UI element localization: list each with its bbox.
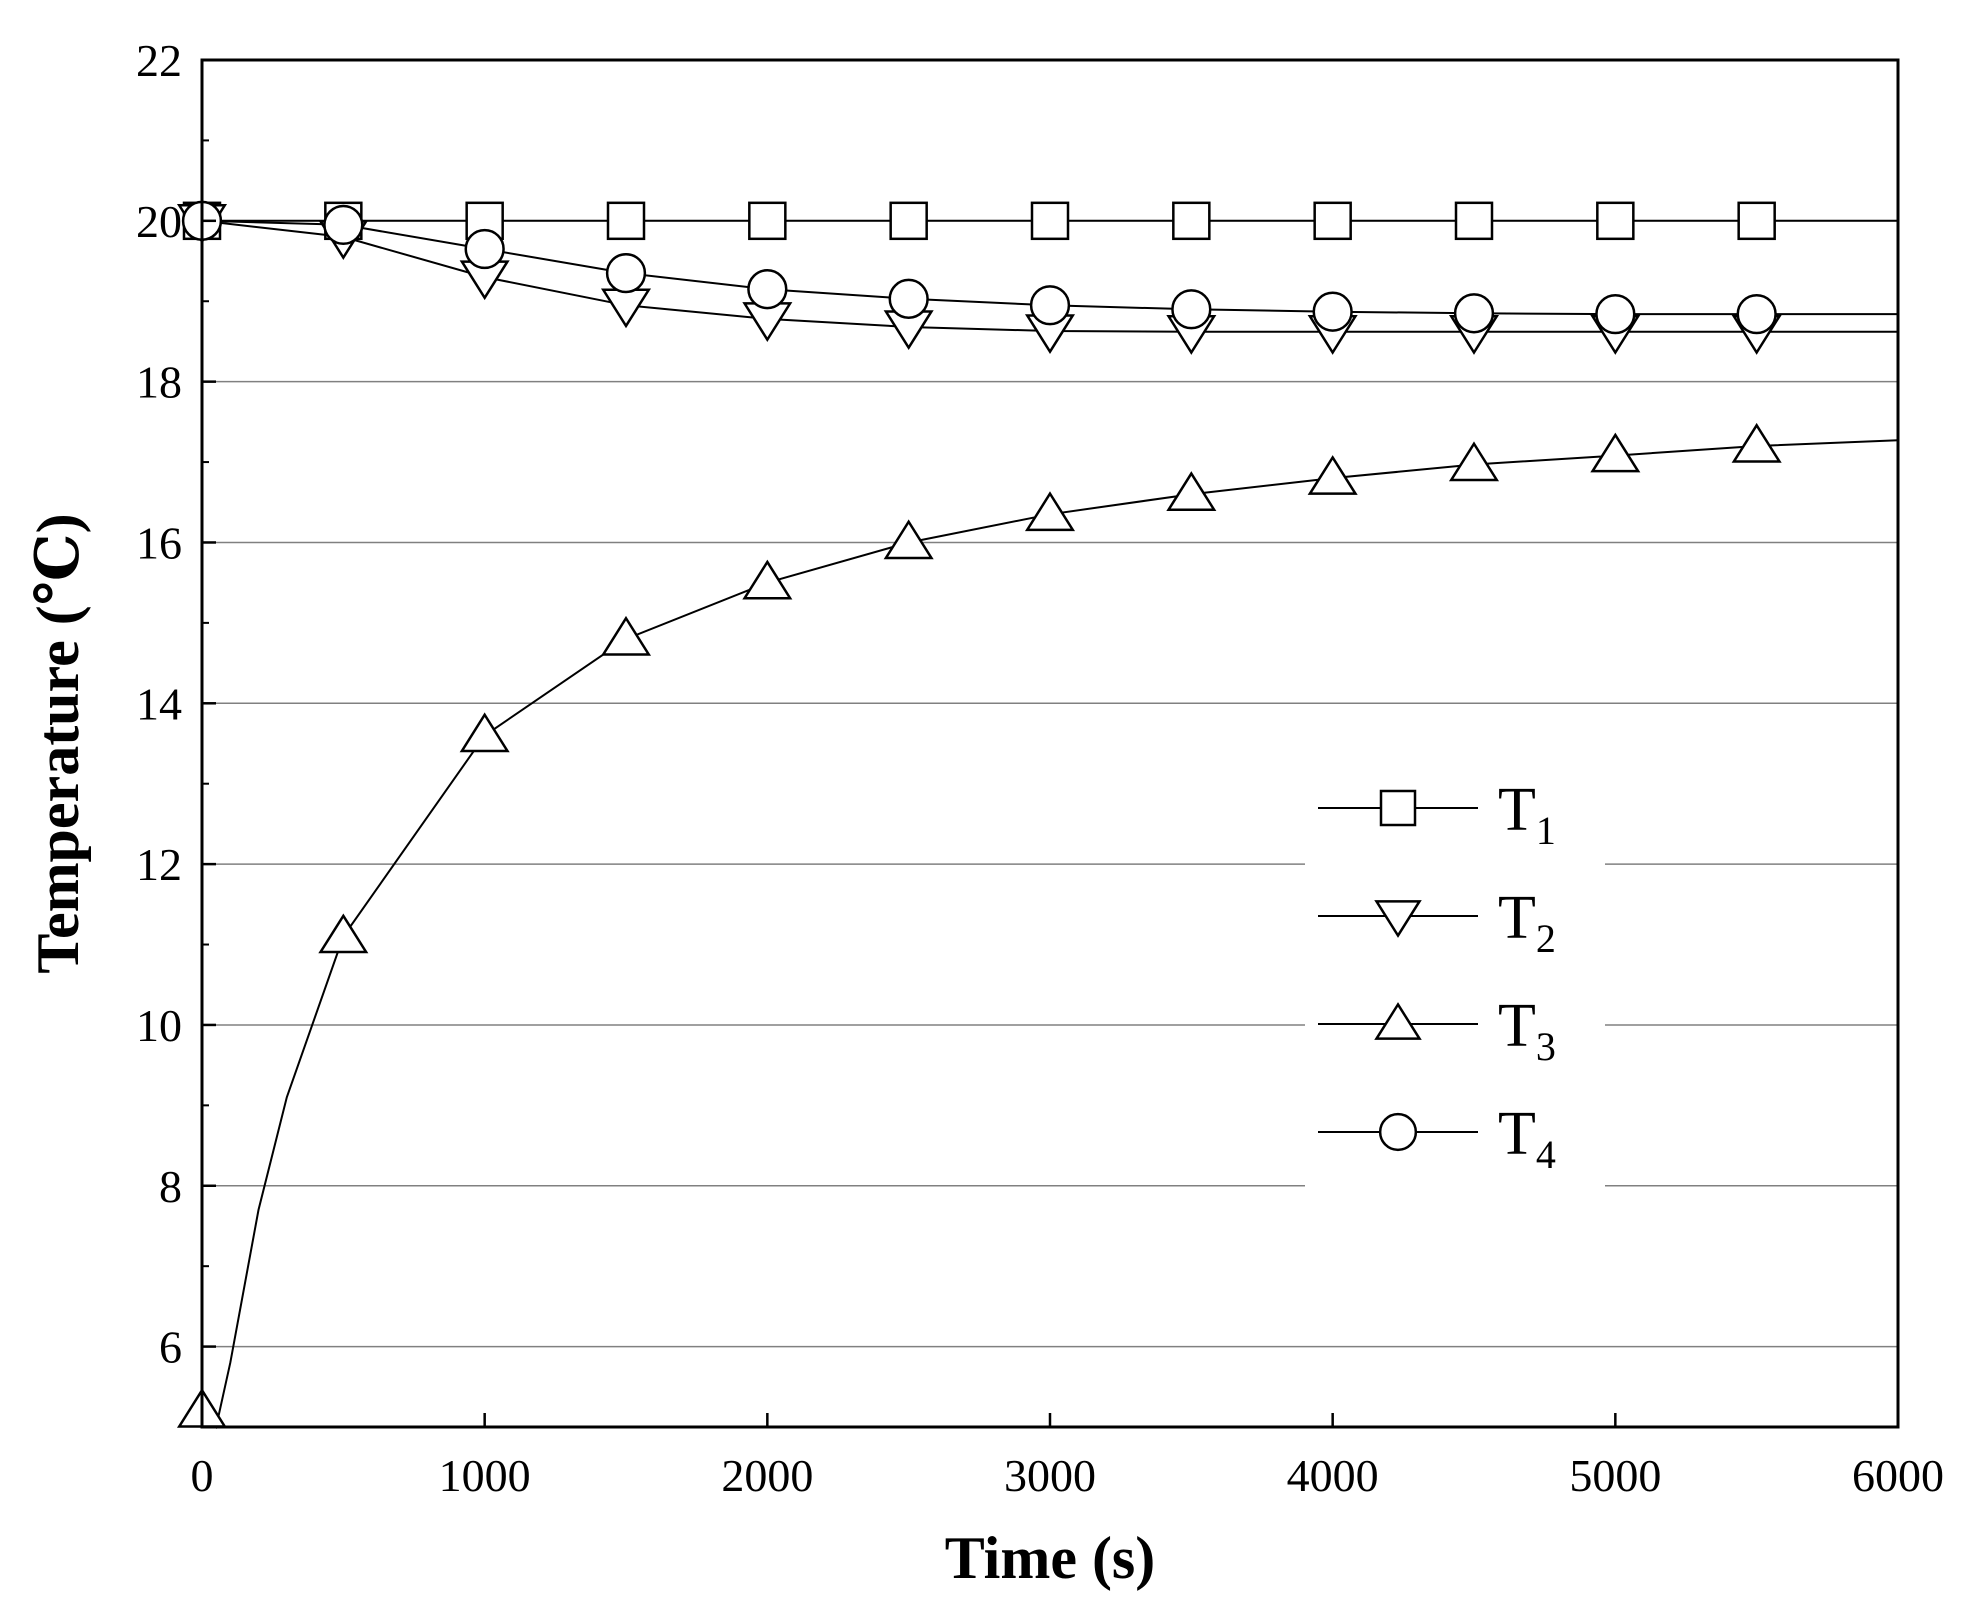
x-tick-label: 3000: [1004, 1450, 1096, 1501]
y-tick-label: 14: [136, 678, 182, 729]
marker-circle: [1029, 285, 1071, 326]
marker-square: [1737, 201, 1776, 241]
x-tick-label: 2000: [721, 1450, 813, 1501]
marker-square: [1379, 789, 1417, 827]
marker-triangle-up: [1166, 471, 1217, 511]
marker-circle: [464, 228, 505, 270]
marker-triangle-up: [600, 615, 652, 656]
x-tick-label: 1000: [439, 1450, 531, 1501]
marker-square: [606, 201, 646, 241]
marker-triangle-up: [883, 519, 934, 560]
y-tick-label: 20: [136, 196, 182, 247]
marker-triangle-up: [742, 559, 793, 600]
y-tick-label: 18: [136, 357, 182, 408]
marker-triangle-up: [1590, 432, 1641, 473]
legend-item: T3: [1318, 992, 1556, 1069]
marker-square: [1596, 201, 1635, 241]
marker-circle: [605, 252, 647, 294]
x-axis-title: Time (s): [945, 1525, 1156, 1591]
series-group: [176, 200, 1899, 1430]
marker-circle: [1312, 291, 1353, 332]
y-tick-label: 10: [136, 1000, 182, 1051]
marker-triangle-up: [1731, 422, 1782, 463]
axis-ticks: 0 1000 2000 3000 4000 5000 6000 6 8 10 12 14 16 18 20 2…: [136, 35, 1944, 1501]
plot-frame: [200, 58, 1900, 1429]
marker-circle: [1736, 293, 1777, 335]
y-tick-label: 6: [159, 1322, 182, 1373]
legend-label: T2: [1498, 884, 1556, 961]
marker-circle: [323, 204, 364, 245]
legend-item: T1: [1318, 776, 1556, 853]
y-axis-title: Temperature (℃): [25, 513, 91, 973]
legend-item: T4: [1318, 1100, 1556, 1177]
marker-circle: [1595, 293, 1636, 335]
grid-lines: [202, 220, 1898, 1348]
marker-square: [1172, 201, 1211, 241]
marker-triangle-up: [1024, 491, 1076, 532]
x-tick-label: 4000: [1287, 1450, 1379, 1501]
x-tick-label: 6000: [1852, 1450, 1944, 1501]
legend-label: T4: [1498, 1100, 1556, 1177]
marker-square: [1030, 201, 1070, 241]
marker-triangle-up: [1374, 1002, 1422, 1040]
legend-label: T1: [1498, 776, 1556, 853]
y-tick-label: 12: [136, 839, 182, 890]
legend-label: T3: [1498, 992, 1556, 1069]
marker-square: [1313, 201, 1352, 241]
legend: T1 T2 T3 T4: [1305, 768, 1605, 1208]
series-T1: [182, 201, 1898, 241]
marker-square: [889, 201, 928, 241]
marker-triangle-up: [459, 712, 510, 753]
x-tick-label: 5000: [1569, 1450, 1661, 1501]
marker-triangle-up: [318, 913, 369, 954]
marker-circle: [888, 278, 929, 319]
marker-circle: [1171, 289, 1212, 330]
marker-square: [748, 201, 787, 241]
marker-circle: [1453, 293, 1495, 334]
marker-triangle-up: [1307, 455, 1358, 495]
y-tick-label: 22: [136, 35, 182, 86]
marker-circle: [1378, 1112, 1418, 1152]
marker-triangle-down: [600, 288, 652, 329]
y-tick-label: 8: [159, 1161, 182, 1212]
legend-background: [1305, 768, 1605, 1208]
marker-circle: [747, 269, 788, 310]
legend-item: T2: [1318, 884, 1556, 961]
series-line: [201, 439, 1899, 1430]
y-tick-label: 16: [136, 517, 182, 568]
series-T3: [176, 422, 1899, 1430]
x-tick-label: 0: [191, 1450, 214, 1501]
marker-triangle-down: [1374, 900, 1422, 938]
marker-square: [1454, 201, 1494, 241]
marker-triangle-up: [1448, 441, 1500, 482]
